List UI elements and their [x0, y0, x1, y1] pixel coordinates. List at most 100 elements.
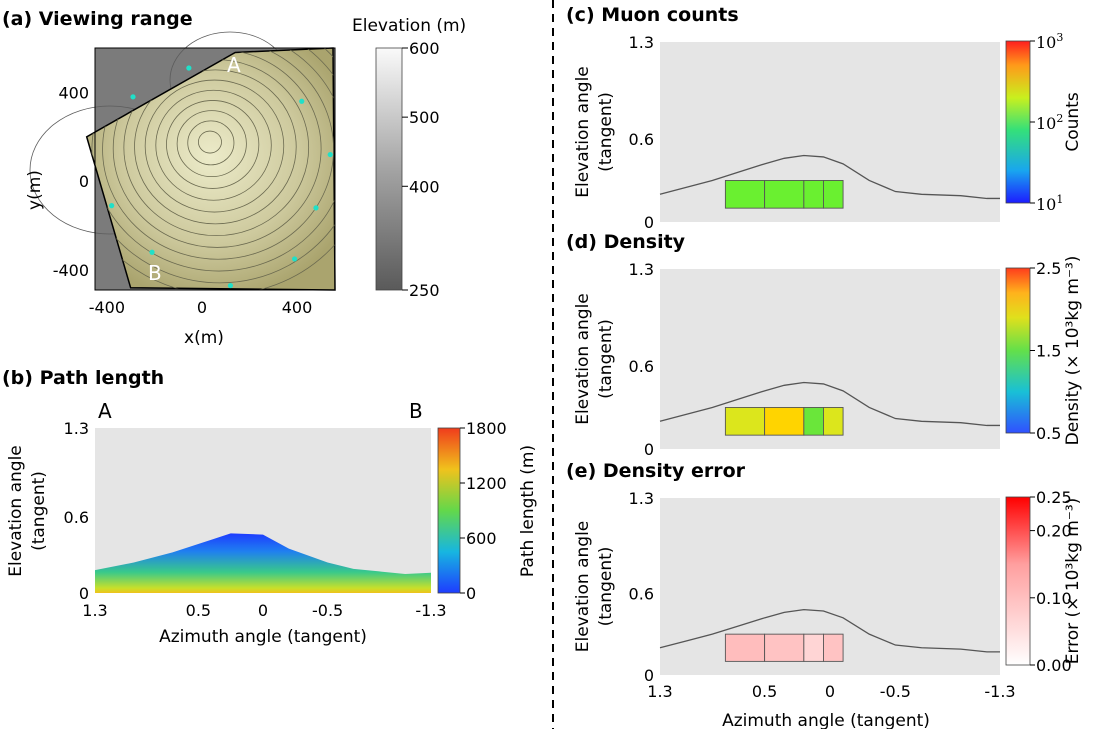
- y-axis-label-line2: (tangent): [596, 319, 616, 399]
- detector-point: [186, 65, 192, 71]
- label-A-b: A: [98, 399, 112, 423]
- colorbar-a-ticks: 600 500 400 250: [402, 39, 440, 300]
- x-tick-label: 0: [825, 682, 835, 701]
- contour-line: [86, 48, 335, 284]
- colorbar-tick-label: 2.5: [1036, 259, 1061, 278]
- x-tick-label: -1.3: [415, 601, 446, 620]
- contour-line: [144, 79, 285, 213]
- colorbar-tick-label: 250: [409, 281, 440, 300]
- detector-point: [130, 94, 136, 100]
- x-tick-label: 0.5: [186, 601, 211, 620]
- panel-d-title: (d) Density: [566, 231, 686, 253]
- detector-point: [227, 282, 234, 289]
- y-tick-label: 0.6: [629, 130, 654, 149]
- y-axis-label-b-line2: (tangent): [29, 471, 49, 551]
- colorbar-tick-label: 102: [1036, 112, 1063, 133]
- colorbar-tick-label: 101: [1036, 193, 1063, 214]
- colorbar-tick-label: 500: [409, 108, 440, 127]
- x-tick-label: 0: [258, 601, 268, 620]
- contour-line: [187, 120, 235, 166]
- data-cell: [823, 633, 844, 662]
- x-tick-label: 0: [197, 298, 207, 317]
- path-length-area: [95, 533, 431, 593]
- x-tick-label: 400: [282, 298, 313, 317]
- x-tick-label: 1.3: [82, 601, 107, 620]
- x-tick-label: -400: [89, 298, 125, 317]
- data-cell: [764, 407, 805, 436]
- panel-c-title: (c) Muon counts: [566, 4, 739, 26]
- y-axis-label-line2: (tangent): [596, 92, 616, 172]
- label-A: A: [227, 53, 241, 77]
- colorbar-tick-label: 1800: [466, 419, 507, 438]
- y-tick-label: 0.6: [64, 508, 89, 527]
- y-tick-label: 0: [644, 213, 654, 232]
- detector-point: [109, 203, 115, 209]
- detector-point: [149, 249, 155, 255]
- panel-a: (a) Viewing range A B -400 0 400 4000-400 …: [2, 8, 466, 348]
- colorbar-tick-label: 0.00: [1036, 656, 1072, 675]
- colorbar-tick-label: 0.5: [1036, 424, 1061, 443]
- colorbar-label: Error (× 10³kg m⁻³): [1063, 498, 1083, 665]
- colorbar-tick-label: 400: [409, 177, 440, 196]
- colorbar: [1005, 496, 1031, 666]
- contour-line: [176, 110, 247, 178]
- colorbar-tick-label: 600: [466, 529, 497, 548]
- contour-line: [198, 130, 222, 154]
- data-cell: [764, 180, 805, 209]
- y-tick-label: 0: [79, 584, 89, 603]
- mountain-outline: [659, 381, 1000, 427]
- data-cell: [803, 180, 824, 209]
- contour-line: [91, 48, 335, 272]
- y-axis-label-line1: Elevation angle: [573, 293, 593, 425]
- x-axis-label: x(m): [184, 328, 224, 348]
- y-tick-label: 0.6: [629, 357, 654, 376]
- contour-line: [134, 69, 297, 225]
- x-axis-label-b: Azimuth angle (tangent): [159, 627, 367, 647]
- colorbar-tick-label: 0.20: [1036, 522, 1072, 541]
- y-axis-label-line1: Elevation angle: [573, 521, 593, 653]
- y-axis-label-b: Elevation angle (tangent): [6, 445, 49, 577]
- detector-point: [327, 151, 333, 158]
- contour-line: [155, 89, 272, 201]
- viewing-range-polygon: [85, 47, 336, 291]
- panel-d: (d) Density 1.3 0.6 0 Elevation angle (tangen…: [566, 231, 1083, 459]
- colorbar-a-label: Elevation (m): [352, 16, 466, 36]
- y-tick-label: 0: [644, 666, 654, 685]
- y-tick-labels-b: 1.3 0.6 0: [64, 419, 89, 603]
- y-tick-label: 1.3: [629, 260, 654, 279]
- colorbar-tick-label: 600: [409, 39, 440, 58]
- data-cell: [803, 633, 824, 662]
- x-tick-label: 0.5: [752, 682, 777, 701]
- detector-points: [109, 65, 333, 289]
- mountain-outline: [659, 154, 1000, 200]
- y-tick-label: 0: [644, 440, 654, 459]
- elevation-contours: [86, 48, 335, 290]
- y-axis-label: y(m): [25, 170, 45, 210]
- panel-c: (c) Muon counts 1.3 0.6 0 Elevation angle (ta…: [566, 4, 1083, 232]
- colorbar-tick-label: 1200: [466, 474, 507, 493]
- y-axis-label-b-line1: Elevation angle: [6, 445, 26, 577]
- y-axis-label-line1: Elevation angle: [573, 66, 593, 198]
- panel-a-title: (a) Viewing range: [2, 8, 193, 30]
- x-tick-labels-b: 1.3 0.5 0 -0.5 -1.3: [82, 601, 446, 620]
- colorbar-b-ticks: 1800 1200 600 0: [460, 419, 507, 603]
- panel-b: (b) Path length A B 1.3 0.5 0 -0.5 -1.3 1.30…: [2, 367, 538, 647]
- y-tick-label: 0.6: [629, 584, 654, 603]
- y-axis-label-line2: (tangent): [596, 547, 616, 627]
- colorbar: [1005, 40, 1031, 204]
- colorbar-label: Density (× 10³kg m⁻³): [1063, 256, 1083, 446]
- panel-e: (e) Density error 1.3 0.6 0 Elevation angle(…: [566, 460, 1083, 729]
- panel-e-title: (e) Density error: [566, 460, 746, 482]
- y-tick-label: 400: [58, 83, 89, 102]
- data-cell: [724, 407, 766, 436]
- path-length-colorbar: [437, 427, 461, 594]
- colorbar-label: Counts: [1063, 92, 1083, 151]
- detector-point: [313, 205, 319, 211]
- colorbar-tick-label: 0: [466, 584, 476, 603]
- mountain-outline: [659, 608, 1000, 653]
- data-cell: [823, 180, 844, 209]
- map-frame: [94, 47, 336, 291]
- contour-line: [102, 48, 334, 260]
